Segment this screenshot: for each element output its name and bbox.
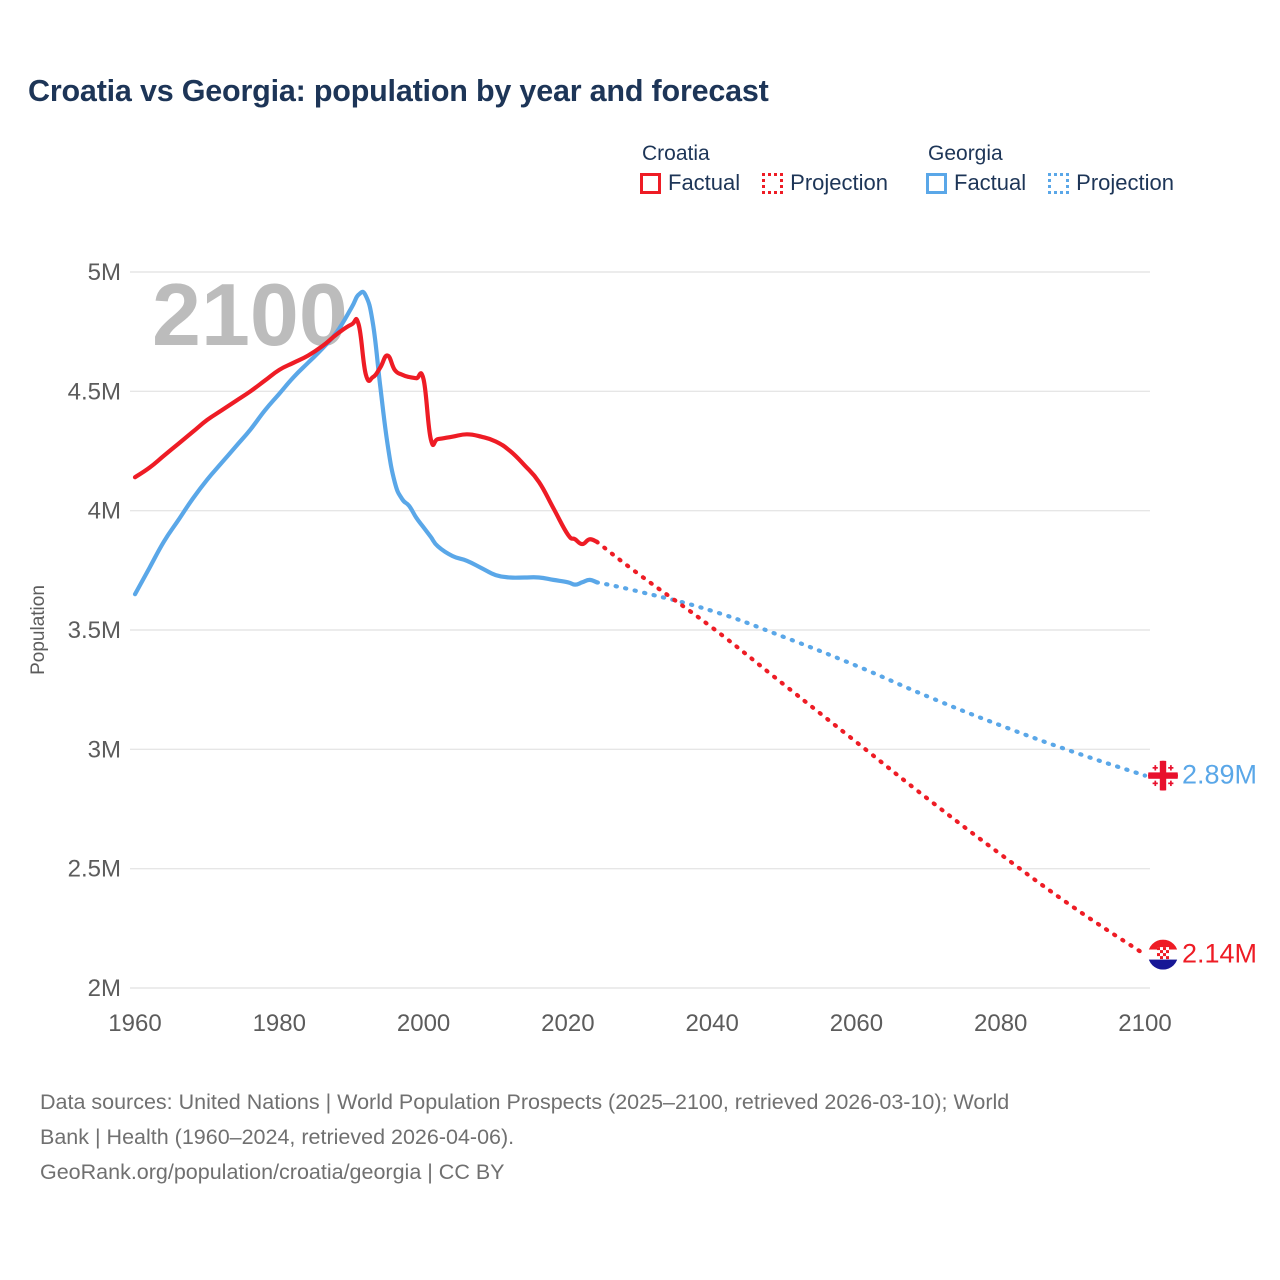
footer-source-line-1: Data sources: United Nations | World Pop… xyxy=(40,1090,1010,1114)
chart-legend: Croatia Factual Projection Georgia Factu… xyxy=(640,142,1174,194)
y-tick-label: 4M xyxy=(88,498,121,525)
footer-attribution-line: GeoRank.org/population/croatia/georgia |… xyxy=(40,1159,505,1184)
footer-source-line-2: Bank | Health (1960–2024, retrieved 2026… xyxy=(40,1124,515,1149)
legend-label-croatia-factual: Factual xyxy=(668,170,741,196)
georgia-projection-line xyxy=(594,580,1148,778)
x-tick-label: 1980 xyxy=(253,1010,306,1037)
x-tick-label: 2020 xyxy=(541,1010,594,1037)
croatia-projection-line xyxy=(594,539,1148,957)
y-axis-title: Population xyxy=(28,585,49,675)
croatia-factual-line xyxy=(132,317,599,547)
y-tick-label: 4.5M xyxy=(68,378,121,405)
chart-footer: Data sources: United Nations | World Pop… xyxy=(40,1085,1240,1189)
chart-title: Croatia vs Georgia: population by year a… xyxy=(28,74,769,108)
legend-swatch-solid-red-icon xyxy=(640,172,661,194)
croatia-end-value-label: 2.14M xyxy=(1182,939,1257,969)
year-watermark: 2100 xyxy=(152,265,348,364)
legend-group-croatia: Croatia Factual Projection xyxy=(640,142,888,194)
croatia-end-marker: 2.14M xyxy=(1148,939,1257,970)
legend-item-croatia-factual[interactable]: Factual xyxy=(640,172,740,194)
georgia-end-value-label: 2.89M xyxy=(1182,760,1257,790)
y-tick-label: 2.5M xyxy=(68,856,121,883)
y-tick-label: 3M xyxy=(88,736,121,763)
gridlines xyxy=(130,271,1150,989)
y-tick-label: 5M xyxy=(88,259,121,286)
x-tick-label: 2060 xyxy=(830,1010,883,1037)
legend-group-title-croatia: Croatia xyxy=(642,142,710,165)
legend-group-georgia: Georgia Factual Projection xyxy=(926,142,1174,194)
legend-swatch-dotted-red-icon xyxy=(762,172,784,194)
legend-swatch-dotted-blue-icon xyxy=(1048,172,1070,194)
x-tick-label: 1960 xyxy=(108,1010,161,1037)
y-axis-tick-labels: 2M 2.5M 3M 3.5M 4M 4.5M 5M xyxy=(68,259,121,1002)
georgia-flag-icon xyxy=(1148,760,1178,791)
croatia-flag-icon xyxy=(1148,939,1178,970)
x-tick-label: 2040 xyxy=(685,1010,738,1037)
legend-swatch-solid-blue-icon xyxy=(926,172,947,194)
y-tick-label: 2M xyxy=(88,975,121,1002)
x-tick-label: 2100 xyxy=(1118,1010,1171,1037)
x-tick-label: 2000 xyxy=(397,1010,450,1037)
legend-group-title-georgia: Georgia xyxy=(928,142,1003,165)
legend-item-croatia-projection[interactable]: Projection xyxy=(762,172,888,194)
georgia-factual-line xyxy=(132,289,599,597)
georgia-end-marker: 2.89M xyxy=(1148,760,1257,791)
legend-label-georgia-factual: Factual xyxy=(954,170,1027,196)
legend-label-croatia-projection: Projection xyxy=(790,170,888,196)
legend-item-georgia-projection[interactable]: Projection xyxy=(1048,172,1174,194)
x-tick-label: 2080 xyxy=(974,1010,1027,1037)
y-tick-label: 3.5M xyxy=(68,617,121,644)
x-axis-tick-labels: 1960 1980 2000 2020 2040 2060 2080 2100 xyxy=(108,1010,1171,1037)
legend-label-georgia-projection: Projection xyxy=(1076,170,1174,196)
legend-item-georgia-factual[interactable]: Factual xyxy=(926,172,1026,194)
